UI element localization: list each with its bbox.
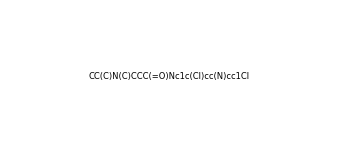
Text: CC(C)N(C)CCC(=O)Nc1c(Cl)cc(N)cc1Cl: CC(C)N(C)CCC(=O)Nc1c(Cl)cc(N)cc1Cl: [89, 73, 249, 81]
